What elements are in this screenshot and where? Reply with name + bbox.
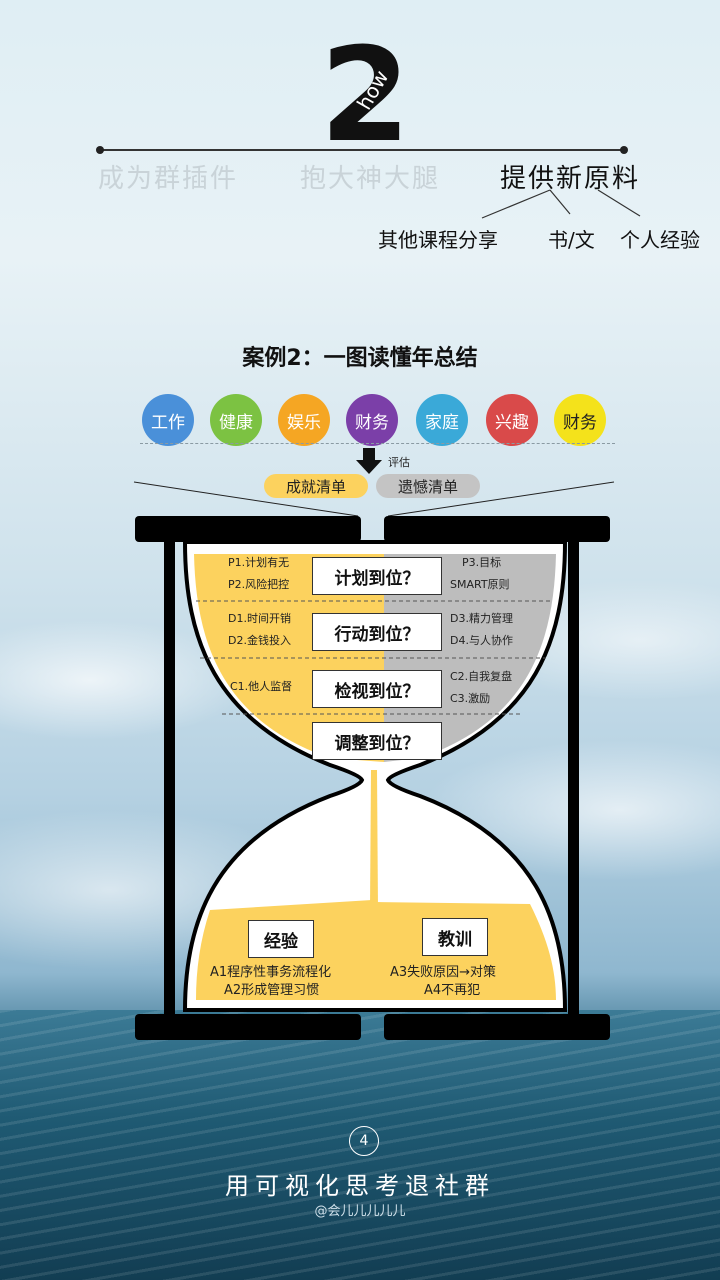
action-right-1: D3.精力管理 — [450, 612, 513, 625]
frame-top-left — [135, 516, 361, 542]
action-box: 行动到位？ — [312, 613, 442, 651]
diagram-title: 案例2：一图读懂年总结 — [242, 346, 478, 371]
sub-option-courses: 其他课程分享 — [378, 228, 498, 252]
line-dot-left — [96, 146, 104, 154]
frame-top-right — [384, 516, 610, 542]
category-finance: 财务 — [346, 394, 398, 446]
big-number: 2 — [320, 19, 411, 171]
divider-dashed — [140, 443, 615, 444]
frame-bottom-right — [384, 1014, 610, 1040]
category-family: 家庭 — [416, 394, 468, 446]
footer-handle: @会儿儿儿儿儿 — [314, 1204, 406, 1219]
option-plugin: 成为群插件 — [98, 164, 239, 194]
header-line — [100, 149, 624, 151]
page-number: 4 — [349, 1126, 379, 1156]
category-work: 工作 — [142, 394, 194, 446]
lesson-item-2: A4不再犯 — [424, 983, 481, 998]
action-right-2: D4.与人协作 — [450, 634, 513, 647]
review-right-1: C2.自我复盘 — [450, 670, 513, 683]
lesson-box: 教训 — [422, 918, 488, 956]
plan-right-2: SMART原则 — [450, 578, 510, 591]
option-new-material: 提供新原料 — [500, 164, 641, 194]
sub-option-experience: 个人经验 — [620, 228, 700, 252]
achievement-list: 成就清单 — [264, 474, 368, 498]
footer-title: 用可视化思考退社群 — [225, 1172, 495, 1200]
frame-bottom-left — [135, 1014, 361, 1040]
category-fun: 娱乐 — [278, 394, 330, 446]
regret-list: 遗憾清单 — [376, 474, 480, 498]
adjust-box: 调整到位？ — [312, 722, 442, 760]
action-left-2: D2.金钱投入 — [228, 634, 291, 647]
sub-option-books: 书/文 — [548, 228, 595, 252]
plan-right-1: P3.目标 — [462, 556, 502, 569]
line-dot-right — [620, 146, 628, 154]
category-health: 健康 — [210, 394, 262, 446]
lesson-item-1: A3失败原因→对策 — [390, 965, 497, 980]
review-left-1: C1.他人监督 — [230, 680, 293, 693]
plan-left-1: P1.计划有无 — [228, 556, 290, 569]
review-right-2: C3.激励 — [450, 692, 491, 705]
experience-item-1: A1程序性事务流程化 — [210, 965, 332, 980]
plan-left-2: P2.风险把控 — [228, 578, 290, 591]
experience-box: 经验 — [248, 920, 314, 958]
down-arrow-icon — [356, 448, 382, 474]
action-left-1: D1.时间开销 — [228, 612, 291, 625]
option-big-shot: 抱大神大腿 — [300, 164, 441, 194]
experience-item-2: A2形成管理习惯 — [224, 983, 320, 998]
category-finance-2: 财务 — [554, 394, 606, 446]
branch-lines — [481, 189, 641, 219]
plan-box: 计划到位？ — [312, 557, 442, 595]
review-box: 检视到位？ — [312, 670, 442, 708]
evaluate-label: 评估 — [388, 456, 410, 469]
category-interest: 兴趣 — [486, 394, 538, 446]
